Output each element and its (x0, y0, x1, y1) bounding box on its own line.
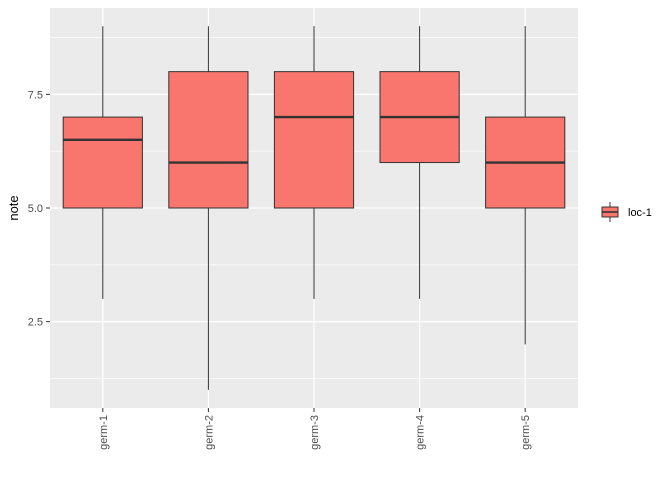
box-iqr (273, 71, 355, 209)
box-series (62, 26, 566, 390)
y-tick-label: 7.5 (28, 89, 43, 101)
y-tick-label: 5.0 (28, 203, 43, 215)
x-tick-label: germ-3 (309, 415, 321, 450)
y-axis-title: note (6, 195, 21, 220)
box-germ-5 (485, 26, 566, 345)
x-tick-label: germ-2 (203, 415, 215, 450)
box-germ-4 (379, 26, 460, 299)
box-iqr (62, 116, 143, 209)
y-tick-label: 2.5 (28, 317, 43, 329)
y-axis: 2.5 5.0 7.5 (28, 89, 50, 329)
x-axis: germ-1 germ-2 germ-3 germ-4 germ-5 (98, 408, 532, 450)
box-germ-2 (168, 26, 249, 390)
x-tick-label: germ-4 (415, 415, 427, 450)
box-germ-1 (62, 26, 143, 299)
box-iqr (168, 71, 249, 209)
legend: loc-1 (599, 201, 652, 223)
x-tick-label: germ-5 (520, 415, 532, 450)
x-tick-label: germ-1 (98, 415, 110, 450)
legend-label: loc-1 (628, 207, 652, 219)
box-germ-3 (273, 26, 355, 299)
